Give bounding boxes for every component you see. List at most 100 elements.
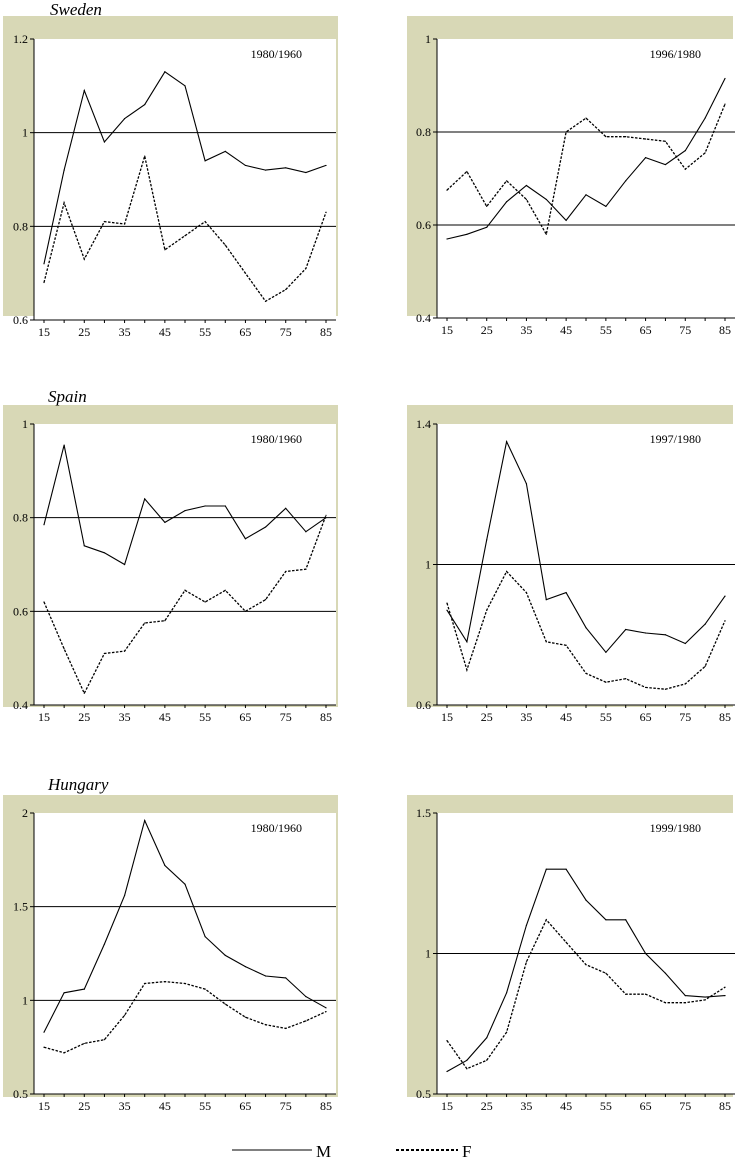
data-point-f bbox=[585, 117, 587, 119]
x-tick-label: 35 bbox=[119, 1099, 131, 1113]
data-point-m bbox=[525, 924, 528, 927]
chart-panel-2: 0.4 0.6 0.8 1 15 25 35 45 55 65 75 85 1996/1980 bbox=[407, 16, 735, 337]
data-point-f bbox=[144, 155, 146, 157]
data-point-f bbox=[83, 692, 85, 694]
data-point-f bbox=[305, 267, 307, 270]
data-point-m bbox=[625, 180, 627, 182]
data-point-m bbox=[525, 483, 528, 485]
chart-panel-6: 0.5 1 1.5 15 25 35 45 55 65 75 85 1999/1980 bbox=[407, 795, 735, 1113]
data-point-f bbox=[43, 1046, 45, 1048]
data-point-f bbox=[224, 589, 226, 591]
data-point-m bbox=[565, 868, 567, 870]
data-point-m bbox=[664, 634, 667, 636]
data-point-m bbox=[63, 169, 65, 171]
x-tick-label: 85 bbox=[320, 325, 332, 339]
x-tick-label: 45 bbox=[560, 710, 572, 724]
data-point-m bbox=[83, 545, 85, 547]
y-tick-label: 1 bbox=[22, 993, 28, 1007]
data-point-m bbox=[565, 592, 567, 594]
data-point-m bbox=[123, 118, 126, 120]
data-point-m bbox=[505, 440, 508, 443]
data-point-f bbox=[466, 1068, 468, 1070]
data-point-m bbox=[123, 894, 126, 897]
x-tick-label: 85 bbox=[719, 323, 731, 337]
data-point-f bbox=[204, 221, 206, 223]
data-point-f bbox=[545, 233, 547, 235]
data-point-f bbox=[565, 941, 567, 943]
y-tick-label: 0.6 bbox=[13, 604, 28, 618]
data-point-f bbox=[244, 272, 247, 274]
data-point-f bbox=[264, 1024, 267, 1026]
data-point-m bbox=[565, 219, 567, 221]
data-point-m bbox=[184, 85, 186, 87]
data-point-m bbox=[525, 184, 528, 187]
chart-panel-4: 0.6 1 1.4 15 25 35 45 55 65 75 85 1997/1980 bbox=[407, 405, 735, 724]
data-point-f bbox=[103, 652, 106, 655]
data-point-m bbox=[684, 995, 686, 997]
data-point-m bbox=[644, 632, 647, 634]
x-tick-label: 15 bbox=[441, 1099, 453, 1113]
x-tick-label: 45 bbox=[560, 323, 572, 337]
data-point-f bbox=[724, 986, 726, 988]
y-tick-label: 1 bbox=[22, 417, 28, 431]
x-tick-label: 25 bbox=[481, 323, 493, 337]
x-tick-label: 15 bbox=[441, 323, 453, 337]
data-point-f bbox=[305, 1020, 307, 1022]
data-point-m bbox=[505, 201, 508, 203]
data-point-m bbox=[325, 1007, 327, 1009]
data-point-f bbox=[144, 982, 146, 985]
data-point-f bbox=[644, 686, 647, 689]
data-point-f bbox=[446, 602, 448, 604]
x-tick-label: 55 bbox=[199, 325, 211, 339]
x-tick-label: 75 bbox=[679, 1099, 691, 1113]
plot-area bbox=[437, 39, 735, 318]
data-point-f bbox=[565, 131, 567, 133]
data-point-m bbox=[224, 954, 226, 956]
data-point-m bbox=[244, 164, 247, 167]
data-point-f bbox=[123, 650, 126, 652]
series-line-f bbox=[43, 155, 327, 303]
y-tick-label: 0.8 bbox=[13, 219, 28, 233]
x-tick-label: 35 bbox=[520, 710, 532, 724]
data-point-f bbox=[724, 620, 726, 622]
data-point-f bbox=[466, 170, 468, 173]
data-point-f bbox=[605, 136, 607, 138]
data-point-m bbox=[704, 623, 706, 625]
data-point-f bbox=[625, 678, 627, 680]
x-tick-label: 35 bbox=[119, 710, 131, 724]
data-point-f bbox=[505, 1031, 508, 1033]
data-point-m bbox=[545, 198, 547, 201]
x-tick-label: 35 bbox=[520, 323, 532, 337]
country-label: Sweden bbox=[50, 0, 102, 19]
x-tick-label: 45 bbox=[159, 325, 171, 339]
data-point-m bbox=[305, 171, 307, 174]
data-point-m bbox=[486, 539, 488, 541]
data-point-m bbox=[605, 651, 607, 653]
country-label: Spain bbox=[48, 387, 87, 406]
data-point-f bbox=[83, 258, 85, 260]
data-point-m bbox=[264, 975, 267, 977]
x-tick-label: 65 bbox=[640, 1099, 652, 1113]
data-point-f bbox=[325, 514, 327, 516]
x-tick-label: 75 bbox=[280, 1099, 292, 1113]
country-label: Hungary bbox=[47, 775, 109, 794]
data-point-m bbox=[585, 194, 587, 196]
data-point-f bbox=[664, 688, 667, 690]
y-tick-label: 1.2 bbox=[13, 32, 28, 46]
data-point-m bbox=[684, 642, 686, 645]
x-tick-label: 55 bbox=[199, 710, 211, 724]
x-tick-label: 15 bbox=[441, 710, 453, 724]
data-point-f bbox=[525, 592, 528, 594]
data-point-m bbox=[585, 899, 587, 901]
data-point-f bbox=[83, 1042, 85, 1045]
data-point-m bbox=[164, 864, 166, 867]
data-point-m bbox=[184, 883, 186, 885]
data-point-m bbox=[724, 77, 726, 80]
data-point-f bbox=[123, 1014, 126, 1016]
x-tick-label: 35 bbox=[119, 325, 131, 339]
y-tick-label: 0.4 bbox=[13, 698, 28, 712]
data-point-f bbox=[184, 235, 186, 237]
data-point-m bbox=[724, 595, 726, 597]
data-point-m bbox=[224, 150, 226, 152]
